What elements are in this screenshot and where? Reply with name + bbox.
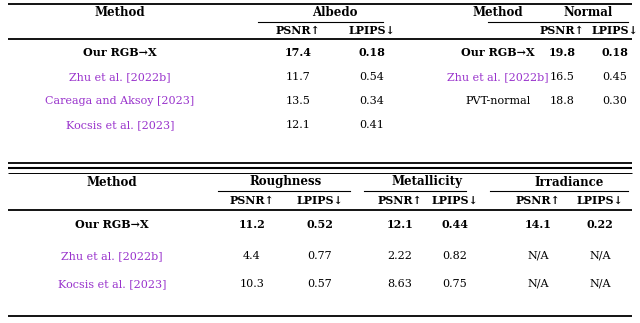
Text: Zhu et al. [2022b]: Zhu et al. [2022b] bbox=[447, 72, 549, 82]
Text: 16.5: 16.5 bbox=[550, 72, 575, 82]
Text: Normal: Normal bbox=[563, 6, 612, 19]
Text: Albedo: Albedo bbox=[312, 6, 358, 19]
Text: N/A: N/A bbox=[589, 279, 611, 289]
Text: Roughness: Roughness bbox=[250, 175, 322, 189]
Text: Our RGB→X: Our RGB→X bbox=[75, 218, 149, 230]
Text: PSNR↑: PSNR↑ bbox=[378, 194, 422, 205]
Text: 0.34: 0.34 bbox=[360, 96, 385, 106]
Text: N/A: N/A bbox=[589, 251, 611, 261]
Text: N/A: N/A bbox=[527, 251, 548, 261]
Text: Kocsis et al. [2023]: Kocsis et al. [2023] bbox=[58, 279, 166, 289]
Text: 0.18: 0.18 bbox=[358, 47, 385, 58]
Text: Method: Method bbox=[473, 6, 524, 19]
Text: 0.82: 0.82 bbox=[443, 251, 467, 261]
Text: 13.5: 13.5 bbox=[285, 96, 310, 106]
Text: 14.1: 14.1 bbox=[525, 218, 552, 230]
Text: LPIPS↓: LPIPS↓ bbox=[431, 194, 479, 205]
Text: Zhu et al. [2022b]: Zhu et al. [2022b] bbox=[61, 251, 163, 261]
Text: Careaga and Aksoy [2023]: Careaga and Aksoy [2023] bbox=[45, 96, 195, 106]
Text: 0.57: 0.57 bbox=[308, 279, 332, 289]
Text: PVT-normal: PVT-normal bbox=[465, 96, 531, 106]
Text: 0.41: 0.41 bbox=[360, 120, 385, 130]
Text: Method: Method bbox=[95, 6, 145, 19]
Text: Our RGB→X: Our RGB→X bbox=[83, 47, 157, 58]
Text: LPIPS↓: LPIPS↓ bbox=[349, 25, 396, 36]
Text: Our RGB→X: Our RGB→X bbox=[461, 47, 535, 58]
Text: 10.3: 10.3 bbox=[239, 279, 264, 289]
Text: 19.8: 19.8 bbox=[548, 47, 575, 58]
Text: LPIPS↓: LPIPS↓ bbox=[577, 194, 623, 205]
Text: 2.22: 2.22 bbox=[388, 251, 412, 261]
Text: 0.54: 0.54 bbox=[360, 72, 385, 82]
Text: LPIPS↓: LPIPS↓ bbox=[296, 194, 344, 205]
Text: 12.1: 12.1 bbox=[387, 218, 413, 230]
Text: 18.8: 18.8 bbox=[550, 96, 575, 106]
Text: 0.44: 0.44 bbox=[442, 218, 468, 230]
Text: LPIPS↓: LPIPS↓ bbox=[591, 25, 639, 36]
Text: 0.75: 0.75 bbox=[443, 279, 467, 289]
Text: 12.1: 12.1 bbox=[285, 120, 310, 130]
Text: 0.77: 0.77 bbox=[308, 251, 332, 261]
Text: 0.30: 0.30 bbox=[603, 96, 627, 106]
Text: 11.7: 11.7 bbox=[285, 72, 310, 82]
Text: PSNR↑: PSNR↑ bbox=[230, 194, 275, 205]
Text: Irradiance: Irradiance bbox=[534, 175, 604, 189]
Text: 0.45: 0.45 bbox=[603, 72, 627, 82]
Text: PSNR↑: PSNR↑ bbox=[516, 194, 561, 205]
Text: 17.4: 17.4 bbox=[285, 47, 312, 58]
Text: PSNR↑: PSNR↑ bbox=[276, 25, 321, 36]
Text: 0.52: 0.52 bbox=[307, 218, 333, 230]
Text: 11.2: 11.2 bbox=[239, 218, 266, 230]
Text: Zhu et al. [2022b]: Zhu et al. [2022b] bbox=[69, 72, 171, 82]
Text: Metallicity: Metallicity bbox=[392, 175, 463, 189]
Text: PSNR↑: PSNR↑ bbox=[540, 25, 584, 36]
Text: Kocsis et al. [2023]: Kocsis et al. [2023] bbox=[66, 120, 174, 130]
Text: Method: Method bbox=[86, 175, 138, 189]
Text: 0.22: 0.22 bbox=[587, 218, 613, 230]
Text: 0.18: 0.18 bbox=[602, 47, 628, 58]
Text: 8.63: 8.63 bbox=[388, 279, 412, 289]
Text: N/A: N/A bbox=[527, 279, 548, 289]
Text: 4.4: 4.4 bbox=[243, 251, 261, 261]
